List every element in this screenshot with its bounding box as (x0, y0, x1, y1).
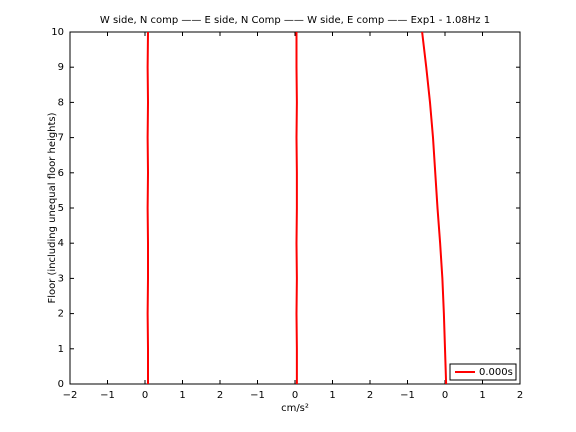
x-tick-label: −2 (63, 390, 78, 401)
x-tick-label: 0 (442, 390, 448, 401)
x-tick-label: 1 (179, 390, 185, 401)
chart-title: W side, N comp —— E side, N Comp —— W si… (100, 15, 490, 26)
y-tick-label: 1 (58, 344, 64, 355)
y-tick-label: 9 (58, 62, 64, 73)
legend-label: 0.000s (479, 367, 513, 378)
x-tick-label: 0 (292, 390, 298, 401)
y-axis-label: Floor (including unequal floor heights) (47, 112, 58, 303)
y-tick-label: 10 (51, 27, 64, 38)
x-tick-label: 1 (479, 390, 485, 401)
y-tick-label: 2 (58, 309, 64, 320)
axes-box (69, 31, 521, 385)
y-tick-label: 0 (58, 379, 64, 390)
x-tick-label: −1 (100, 390, 115, 401)
x-axis-label: cm/s² (281, 403, 309, 414)
x-tick-label: −1 (250, 390, 265, 401)
x-tick-label: −1 (400, 390, 415, 401)
y-tick-label: 3 (58, 273, 64, 284)
x-tick-label: 2 (217, 390, 223, 401)
x-tick-label: 2 (367, 390, 373, 401)
y-tick-label: 6 (58, 168, 64, 179)
legend-box (449, 363, 517, 381)
x-tick-label: 2 (517, 390, 523, 401)
y-tick-label: 8 (58, 97, 64, 108)
data-line (421, 31, 448, 385)
y-tick-label: 4 (58, 238, 64, 249)
y-tick-label: 7 (58, 133, 64, 144)
x-tick-label: 1 (329, 390, 335, 401)
x-tick-label: 0 (142, 390, 148, 401)
y-tick-label: 5 (58, 203, 64, 214)
